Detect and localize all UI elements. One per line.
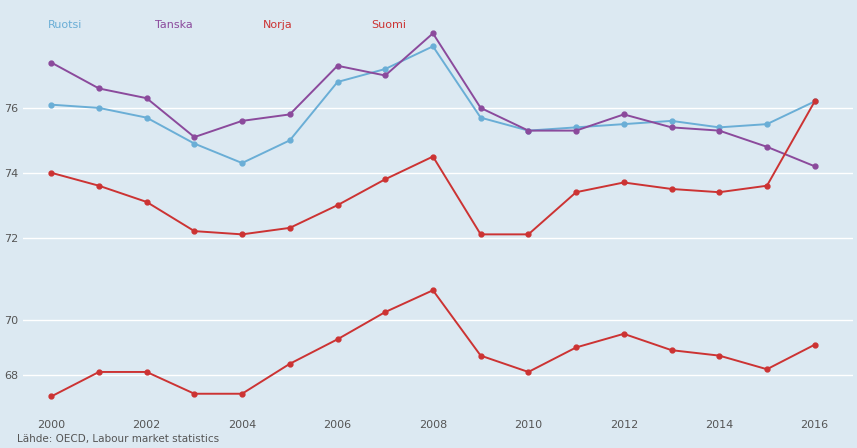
Text: Suomi: Suomi (371, 20, 406, 30)
Text: Lähde: OECD, Labour market statistics: Lähde: OECD, Labour market statistics (17, 434, 219, 444)
Text: Norja: Norja (263, 20, 293, 30)
Text: Tanska: Tanska (155, 20, 193, 30)
Text: Ruotsi: Ruotsi (47, 20, 82, 30)
